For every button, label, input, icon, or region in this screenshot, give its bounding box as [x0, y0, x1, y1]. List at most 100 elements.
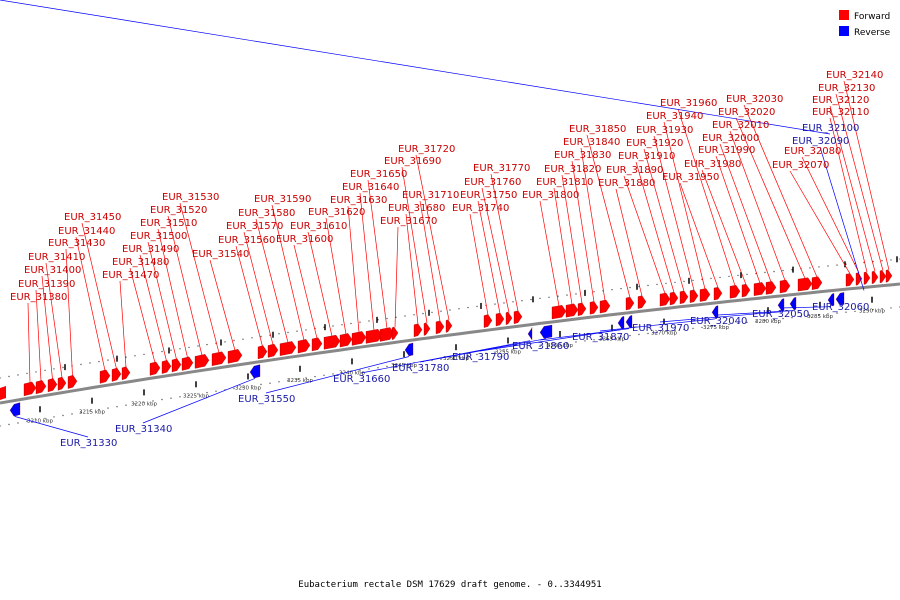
forward-track-dot: [746, 273, 748, 276]
forward-gene-label: EUR_31490: [122, 244, 179, 255]
forward-gene-arrow: [765, 281, 777, 295]
forward-label-leader: [469, 213, 489, 316]
forward-gene-label: EUR_31930: [636, 125, 693, 136]
forward-gene-label: EUR_31850: [569, 124, 626, 135]
forward-label-leader: [586, 134, 631, 298]
forward-track-dot: [494, 303, 496, 305]
forward-track-dot: [413, 314, 415, 316]
forward-track-dot: [98, 360, 100, 363]
forward-track-dot: [557, 295, 559, 297]
forward-gene-label: EUR_31720: [398, 144, 455, 155]
tick-label: 3225 kbp: [183, 393, 209, 399]
forward-track-dot: [188, 346, 190, 349]
forward-label-leader: [490, 173, 519, 312]
forward-track-dot: [62, 366, 64, 369]
reverse-track-dot: [539, 345, 541, 348]
reverse-track-dot: [701, 326, 703, 329]
forward-gene-arrow: [339, 333, 353, 348]
forward-track-dot: [8, 375, 10, 378]
reverse-track-dot: [800, 316, 802, 318]
forward-track-dot: [404, 315, 406, 317]
forward-gene-label: EUR_32110: [812, 107, 869, 118]
forward-track-dot: [359, 321, 361, 323]
forward-gene-label: EUR_31630: [330, 195, 387, 206]
reverse-track-dot: [566, 342, 568, 344]
forward-label-leader: [829, 117, 868, 273]
forward-gene-label: EUR_32080: [784, 146, 841, 157]
forward-track-dot: [350, 322, 352, 325]
forward-track-dot: [440, 310, 442, 312]
reverse-gene-arrow: [711, 305, 719, 319]
reverse-track-dot: [494, 351, 496, 353]
forward-gene-label: EUR_31640: [342, 182, 399, 193]
forward-gene-label: EUR_31950: [662, 172, 719, 183]
reverse-track-dot: [890, 307, 892, 309]
reverse-track-dot: [368, 368, 370, 370]
forward-gene-label: EUR_31620: [308, 207, 365, 218]
forward-track-dot: [134, 355, 136, 357]
reverse-track-dot: [602, 338, 604, 340]
forward-label-leader: [255, 218, 289, 343]
forward-gene-arrow: [729, 285, 741, 299]
forward-gene-arrow: [267, 343, 279, 358]
reverse-track-dot: [620, 335, 622, 338]
forward-label-leader: [119, 280, 127, 368]
reverse-track-dot: [449, 357, 451, 359]
reverse-track-dot: [341, 372, 343, 374]
reverse-track-dot: [44, 417, 46, 420]
reverse-track-dot: [215, 390, 217, 392]
forward-gene-label: EUR_31880: [598, 178, 655, 189]
genome-backbone: [0, 282, 900, 405]
tick-label: 3250 kbp: [443, 356, 469, 362]
forward-track-dot: [0, 377, 1, 379]
reverse-gene-label: EUR_32040: [690, 316, 747, 327]
reverse-track-dot: [188, 394, 190, 397]
reverse-track-dot: [17, 422, 19, 424]
forward-label-leader: [81, 222, 117, 369]
reverse-track-dot: [728, 323, 730, 326]
reverse-track-dot: [692, 327, 694, 330]
forward-track-dot: [539, 297, 541, 300]
forward-gene-arrow: [871, 270, 879, 284]
forward-label-leader: [571, 160, 595, 302]
forward-gene-label: EUR_31920: [626, 138, 683, 149]
reverse-track-dot: [863, 309, 865, 312]
forward-track-dot: [422, 312, 424, 315]
forward-gene-arrow: [47, 378, 58, 393]
reverse-track-dot: [836, 312, 838, 314]
tick-label: 3270 kbp: [651, 331, 677, 337]
reverse-track-dot: [467, 354, 469, 357]
forward-gene-arrow: [741, 283, 751, 298]
forward-gene-arrow: [625, 296, 635, 311]
reverse-track-dot: [764, 319, 766, 322]
forward-gene-arrow: [779, 279, 791, 294]
forward-label-leader: [139, 254, 167, 361]
forward-gene-arrow: [423, 322, 431, 336]
reverse-track-dot: [116, 406, 118, 408]
forward-track-dot: [737, 274, 739, 277]
forward-gene-label: EUR_31760: [464, 177, 521, 188]
reverse-track-dot: [107, 407, 109, 409]
forward-gene-label: EUR_31670: [380, 216, 437, 227]
reverse-gene-arrow: [9, 402, 21, 417]
reverse-track-dot: [233, 387, 235, 390]
forward-gene-label: EUR_31410: [28, 252, 85, 263]
forward-gene-arrow: [753, 282, 767, 296]
forward-gene-arrow: [855, 272, 863, 286]
tick-label: 3230 kbp: [235, 385, 261, 391]
forward-gene-label: EUR_31940: [646, 111, 703, 122]
reverse-track-dot: [305, 377, 307, 379]
forward-gene-arrow: [885, 269, 893, 283]
tick-label: 3240 kbp: [339, 370, 365, 376]
forward-gene-arrow: [599, 299, 611, 314]
forward-gene-label: EUR_32070: [772, 160, 829, 171]
forward-track-dot: [719, 276, 721, 279]
forward-label-leader: [367, 179, 388, 329]
reverse-track-dot: [512, 349, 514, 351]
forward-label-leader: [729, 130, 786, 281]
forward-label-leader: [325, 217, 347, 335]
reverse-track-dot: [287, 379, 289, 382]
reverse-gene-label: EUR_32100: [802, 123, 859, 134]
reverse-track-dot: [260, 383, 262, 386]
reverse-gene-label: EUR_31870: [572, 332, 629, 343]
